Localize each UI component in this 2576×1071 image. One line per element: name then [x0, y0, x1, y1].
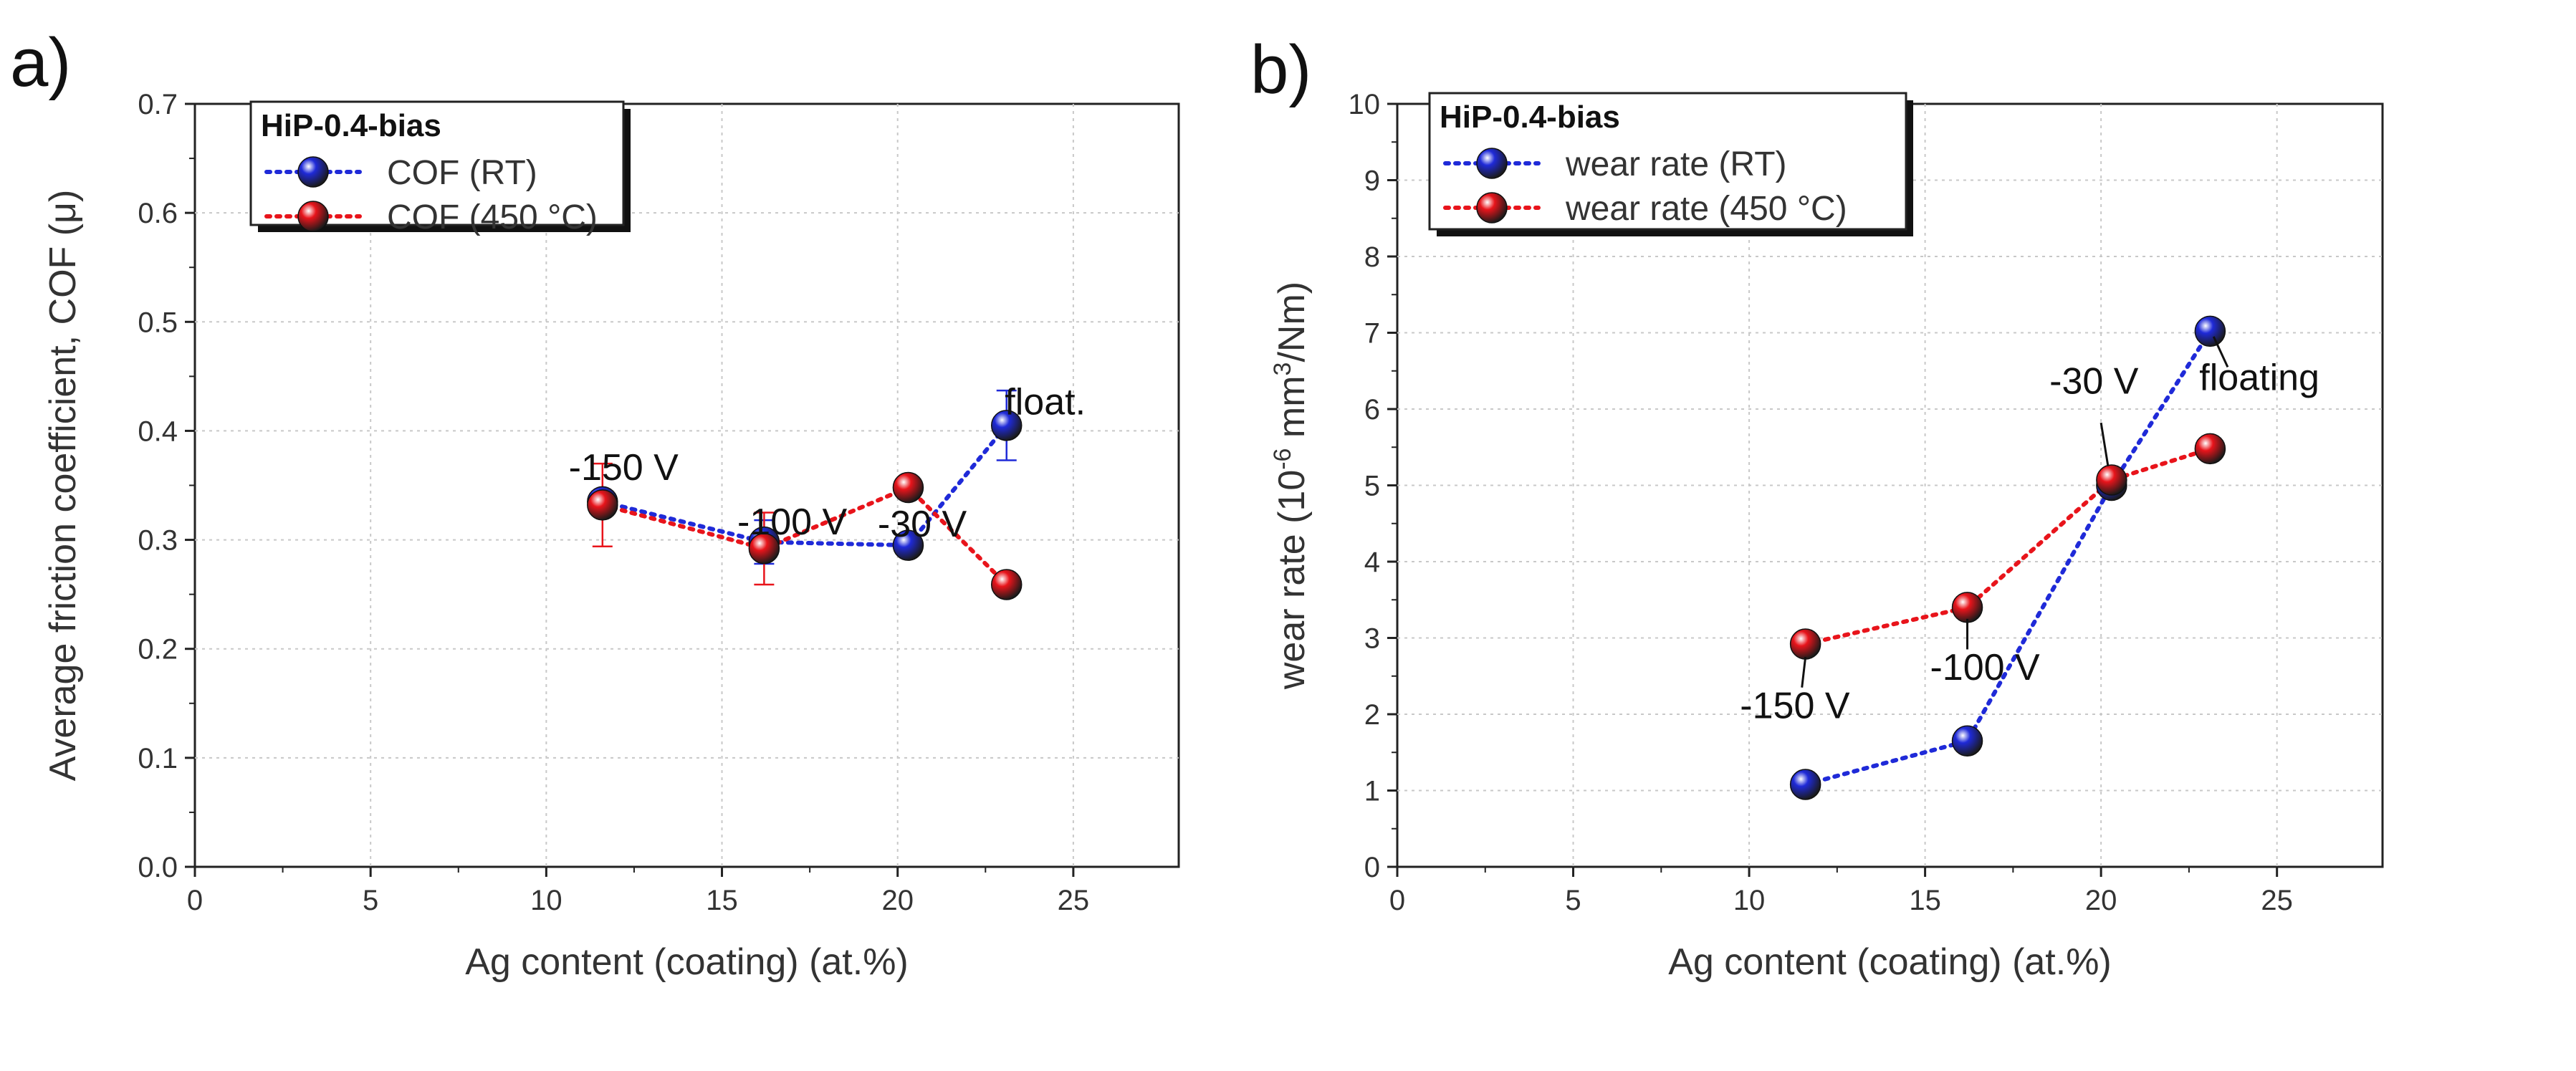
y-axis-label-part: wear rate (10 — [1271, 470, 1313, 690]
y-axis-label: Average friction coefficient, COF (μ) — [42, 190, 84, 782]
x-tick-label: 5 — [1565, 885, 1581, 916]
x-axis-label: Ag content (coating) (at.%) — [465, 941, 909, 983]
y-tick-label: 0 — [1364, 852, 1380, 883]
x-tick-label: 10 — [530, 885, 562, 916]
x-tick-label: 15 — [1909, 885, 1941, 916]
panel-a: 0 5 10 15 20 25 0.0 0.1 0.2 0.3 0.4 0.5 0.6 0.7 Ag con… — [10, 24, 1180, 983]
y-tick-label: 0.2 — [138, 634, 178, 666]
y-tick-label: 0.3 — [138, 525, 178, 557]
data-point — [1789, 628, 1821, 660]
legend-title: HiP-0.4-bias — [261, 108, 441, 143]
panel-label: a) — [10, 24, 71, 101]
data-point — [1789, 769, 1821, 800]
panel-label: b) — [1250, 32, 1311, 108]
y-tick-label: 5 — [1364, 471, 1380, 502]
legend-marker — [1476, 148, 1508, 179]
y-tick-label: 0.4 — [138, 416, 178, 447]
y-axis-label-part: 3 — [1269, 362, 1296, 376]
legend-entry-label: COF (RT) — [387, 154, 537, 192]
legend: HiP-0.4-bias COF (RT) COF (450 °C) — [249, 100, 631, 236]
legend-entry-label: COF (450 °C) — [387, 198, 598, 236]
x-tick-label: 20 — [2085, 885, 2117, 916]
x-tick-label: 25 — [2261, 885, 2293, 916]
data-point — [1951, 725, 1983, 757]
annotation-leader — [2212, 336, 2229, 368]
y-tick-label: 6 — [1364, 394, 1380, 426]
y-axis-label: wear rate (10-6 mm3/Nm) — [1269, 282, 1313, 690]
data-point — [2194, 315, 2226, 347]
y-tick-label: 3 — [1364, 623, 1380, 655]
x-tick-label: 25 — [1058, 885, 1090, 916]
y-tick-label: 0.5 — [138, 307, 178, 338]
y-tick-label: 0.1 — [138, 743, 178, 774]
annotation-label: -150 V — [569, 447, 679, 489]
y-tick-label: 8 — [1364, 241, 1380, 273]
y-axis-label-part: mm — [1271, 375, 1313, 448]
y-tick-label: 0.0 — [138, 852, 178, 883]
y-axis-label-part: -6 — [1269, 448, 1296, 470]
y-tick-label: 4 — [1364, 547, 1380, 578]
annotation-label: -100 V — [1930, 647, 2040, 688]
y-tick-label: 7 — [1364, 318, 1380, 350]
legend-marker — [297, 201, 329, 232]
legend-entry-label: wear rate (450 °C) — [1565, 190, 1847, 228]
data-point — [990, 569, 1023, 600]
annotation-label: float. — [1005, 382, 1086, 423]
y-tick-label: 9 — [1364, 165, 1380, 197]
annotation-label: -150 V — [1740, 685, 1850, 726]
legend: HiP-0.4-bias wear rate (RT) wear rate (450… — [1428, 92, 1913, 236]
x-tick-label: 0 — [187, 885, 203, 916]
legend-title: HiP-0.4-bias — [1440, 100, 1620, 135]
data-point — [587, 489, 618, 521]
annotation-label: -100 V — [737, 501, 848, 543]
y-tick-label: 0.7 — [138, 89, 178, 120]
annotation-label: floating — [2199, 357, 2319, 398]
annotation-label: -30 V — [2049, 361, 2139, 403]
annotation-leader — [1801, 656, 1807, 688]
series-line — [600, 484, 1009, 587]
legend-entry-label: wear rate (RT) — [1565, 145, 1787, 183]
x-tick-label: 15 — [706, 885, 738, 916]
panel-b: 0 5 10 15 20 25 0 1 2 3 4 5 6 7 8 9 10 Ag content (coatin… — [1250, 32, 2384, 983]
data-point — [2096, 464, 2127, 496]
annotation-leader — [2099, 422, 2110, 467]
x-tick-label: 5 — [363, 885, 378, 916]
y-tick-label: 0.6 — [138, 198, 178, 229]
y-tick-label: 2 — [1364, 699, 1380, 731]
data-point — [990, 410, 1023, 441]
y-tick-label: 10 — [1349, 89, 1381, 120]
x-axis-label: Ag content (coating) (at.%) — [1668, 941, 2112, 983]
x-tick-label: 0 — [1389, 885, 1405, 916]
series-line — [600, 423, 1009, 548]
y-axis-label-part: /Nm) — [1271, 282, 1313, 362]
data-point — [1951, 592, 1983, 623]
data-point — [892, 529, 924, 561]
x-tick-label: 10 — [1733, 885, 1766, 916]
legend-marker — [297, 156, 329, 188]
data-point — [748, 532, 780, 565]
series-line — [1803, 329, 2213, 787]
x-tick-label: 20 — [881, 885, 914, 916]
series-line — [1803, 446, 2213, 647]
y-tick-label: 1 — [1364, 776, 1380, 807]
data-point — [2194, 433, 2226, 465]
legend-marker — [1476, 192, 1508, 224]
annotation-label: -30 V — [878, 504, 967, 545]
data-point — [892, 471, 924, 504]
